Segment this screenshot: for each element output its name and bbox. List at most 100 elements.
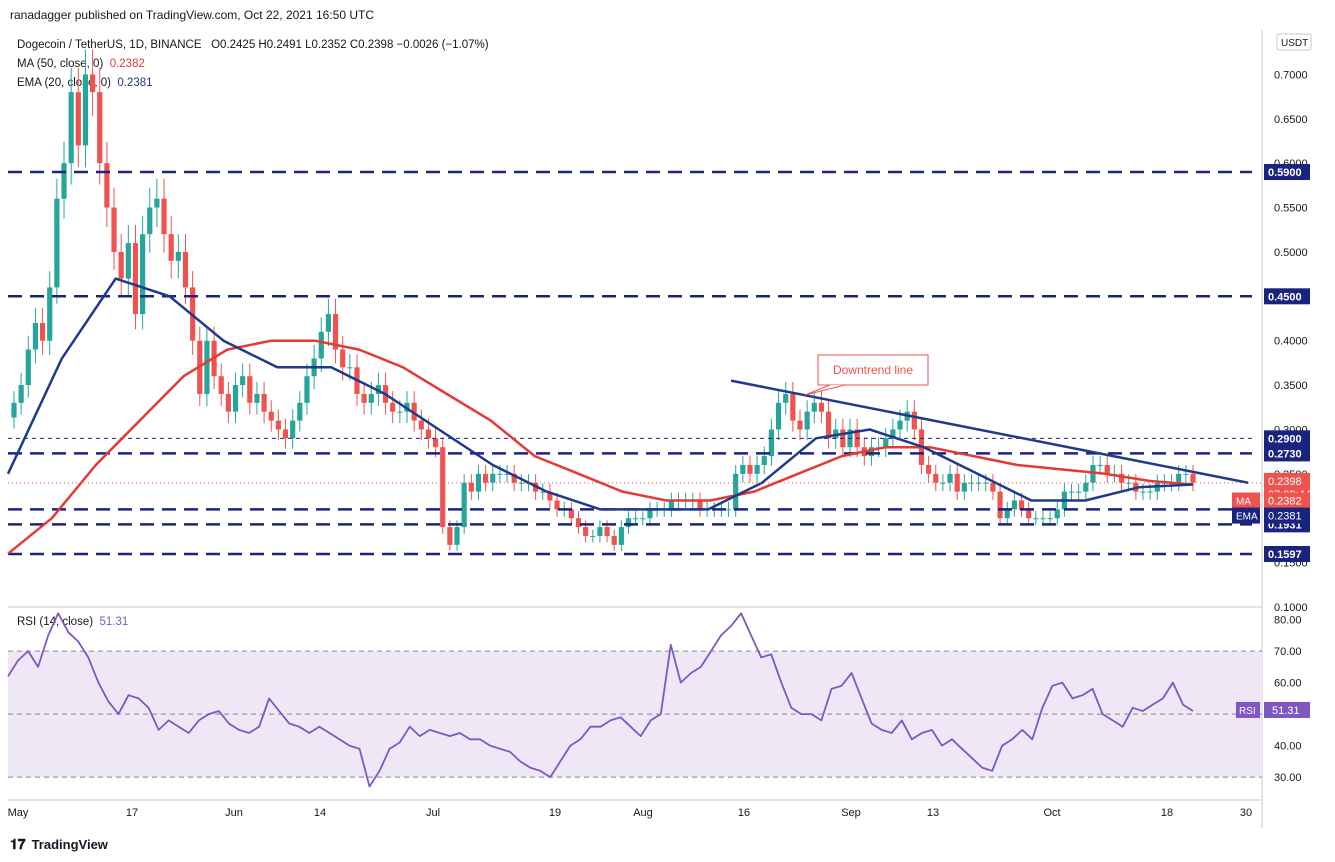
candle-body	[118, 251, 124, 279]
rsi-tick-label: 30.00	[1274, 772, 1302, 784]
candle-body	[1104, 464, 1110, 474]
ma-price-tag-value-box	[1264, 492, 1310, 509]
time-tick-label: 13	[927, 807, 939, 819]
time-tick-label: Oct	[1043, 807, 1060, 819]
candle-body	[75, 92, 81, 146]
candle-body	[604, 527, 610, 536]
rsi-tick-label: 70.00	[1274, 646, 1302, 658]
candle-body	[947, 473, 953, 483]
candle-body	[54, 198, 60, 288]
rsi-tick-label: 40.00	[1274, 741, 1302, 753]
candle-body	[540, 491, 546, 493]
candle-body	[1140, 491, 1146, 493]
candle-body	[325, 314, 331, 332]
candle-body	[368, 393, 374, 403]
time-tick-label: 17	[126, 807, 138, 819]
candle-body	[818, 402, 825, 412]
candle-body	[475, 473, 482, 492]
candle-body	[418, 420, 424, 430]
candle-body	[1076, 491, 1082, 493]
annotation-box	[817, 354, 929, 386]
candle-body	[1147, 491, 1153, 493]
candle-body	[18, 385, 24, 403]
candle-body	[968, 482, 975, 484]
ema-price-tag-value-box	[1264, 507, 1310, 524]
price-tick-label: 0.7000	[1274, 69, 1308, 81]
rsi-tick-label: 80.00	[1274, 615, 1302, 627]
candle-body	[554, 500, 560, 510]
time-tick-label: May	[8, 807, 29, 819]
time-tick-label: 18	[1161, 807, 1173, 819]
candle-body	[518, 482, 524, 484]
candle-body	[804, 411, 810, 430]
candle-body	[733, 473, 739, 510]
candle-body	[140, 234, 146, 315]
price-tick-label: 0.4000	[1274, 336, 1308, 348]
candle-body	[783, 393, 789, 403]
candle-body	[425, 429, 432, 439]
candle-body	[304, 376, 310, 403]
ema-value: 0.2381	[117, 77, 153, 89]
candle-body	[990, 482, 996, 492]
candle-body	[290, 420, 296, 439]
annotation-pointer	[804, 384, 846, 396]
publisher-caption: ranadagger published on TradingView.com,…	[10, 8, 375, 22]
candle-body	[97, 92, 103, 164]
candle-body	[483, 473, 489, 483]
candle-body	[318, 331, 324, 359]
candle-body	[790, 393, 796, 421]
price-tick-label: 0.3500	[1274, 380, 1308, 392]
candle-body	[432, 438, 439, 448]
time-tick-label: 30	[1240, 807, 1252, 819]
candle-body	[1183, 473, 1189, 475]
candle-body	[1033, 518, 1039, 520]
candle-body	[490, 473, 496, 483]
candle-body	[232, 385, 239, 412]
candle-body	[1004, 509, 1010, 519]
rsi-value: 51.31	[99, 616, 129, 628]
candle-body	[725, 509, 732, 511]
level-price-tag	[1264, 430, 1310, 447]
rsi-line	[7, 612, 1194, 788]
candle-body	[775, 402, 782, 430]
time-tick-label: 16	[738, 807, 750, 819]
candle-body	[511, 473, 517, 483]
candle-body	[890, 429, 896, 439]
candle-body	[247, 376, 253, 403]
candle-body	[461, 482, 467, 528]
candle-body	[261, 393, 267, 412]
candle-body	[347, 367, 353, 369]
ma-50-line	[7, 339, 1194, 555]
symbol-label[interactable]: Dogecoin / TetherUS, 1D, BINANCE	[17, 39, 202, 51]
candle-body	[468, 482, 474, 492]
candle-body	[39, 322, 46, 341]
time-tick-label: 19	[549, 807, 561, 819]
candle-body	[25, 349, 31, 386]
rsi-name: RSI	[1239, 706, 1256, 717]
candle-body	[933, 473, 939, 483]
ma-label[interactable]: MA (50, close, 0)	[17, 58, 104, 70]
candle-body	[440, 447, 446, 528]
candle-body	[611, 535, 617, 545]
candle-body	[940, 482, 946, 484]
candle-body	[1040, 518, 1046, 520]
price-tick-label: 0.5500	[1274, 203, 1308, 215]
candle-body	[547, 491, 553, 501]
price-tick-label: 0.5000	[1274, 247, 1308, 259]
candle-body	[575, 518, 582, 528]
candles-group	[11, 49, 1196, 551]
currency-label: USDT	[1281, 38, 1308, 49]
level-price-label: 0.2900	[1268, 433, 1302, 445]
ema-price-tag-name-box	[1232, 507, 1260, 524]
candle-body	[1068, 491, 1075, 493]
candle-body	[225, 393, 231, 412]
candle-body	[182, 251, 189, 288]
rsi-tick-label: 60.00	[1274, 678, 1302, 690]
ema-price-tag-value: 0.2381	[1268, 511, 1302, 523]
candle-body	[568, 509, 574, 519]
level-price-label: 0.5900	[1268, 167, 1302, 179]
candle-body	[90, 74, 96, 93]
symbol-row: Dogecoin / TetherUS, 1D, BINANCE O0.2425…	[17, 36, 489, 55]
candle-body	[797, 420, 803, 430]
